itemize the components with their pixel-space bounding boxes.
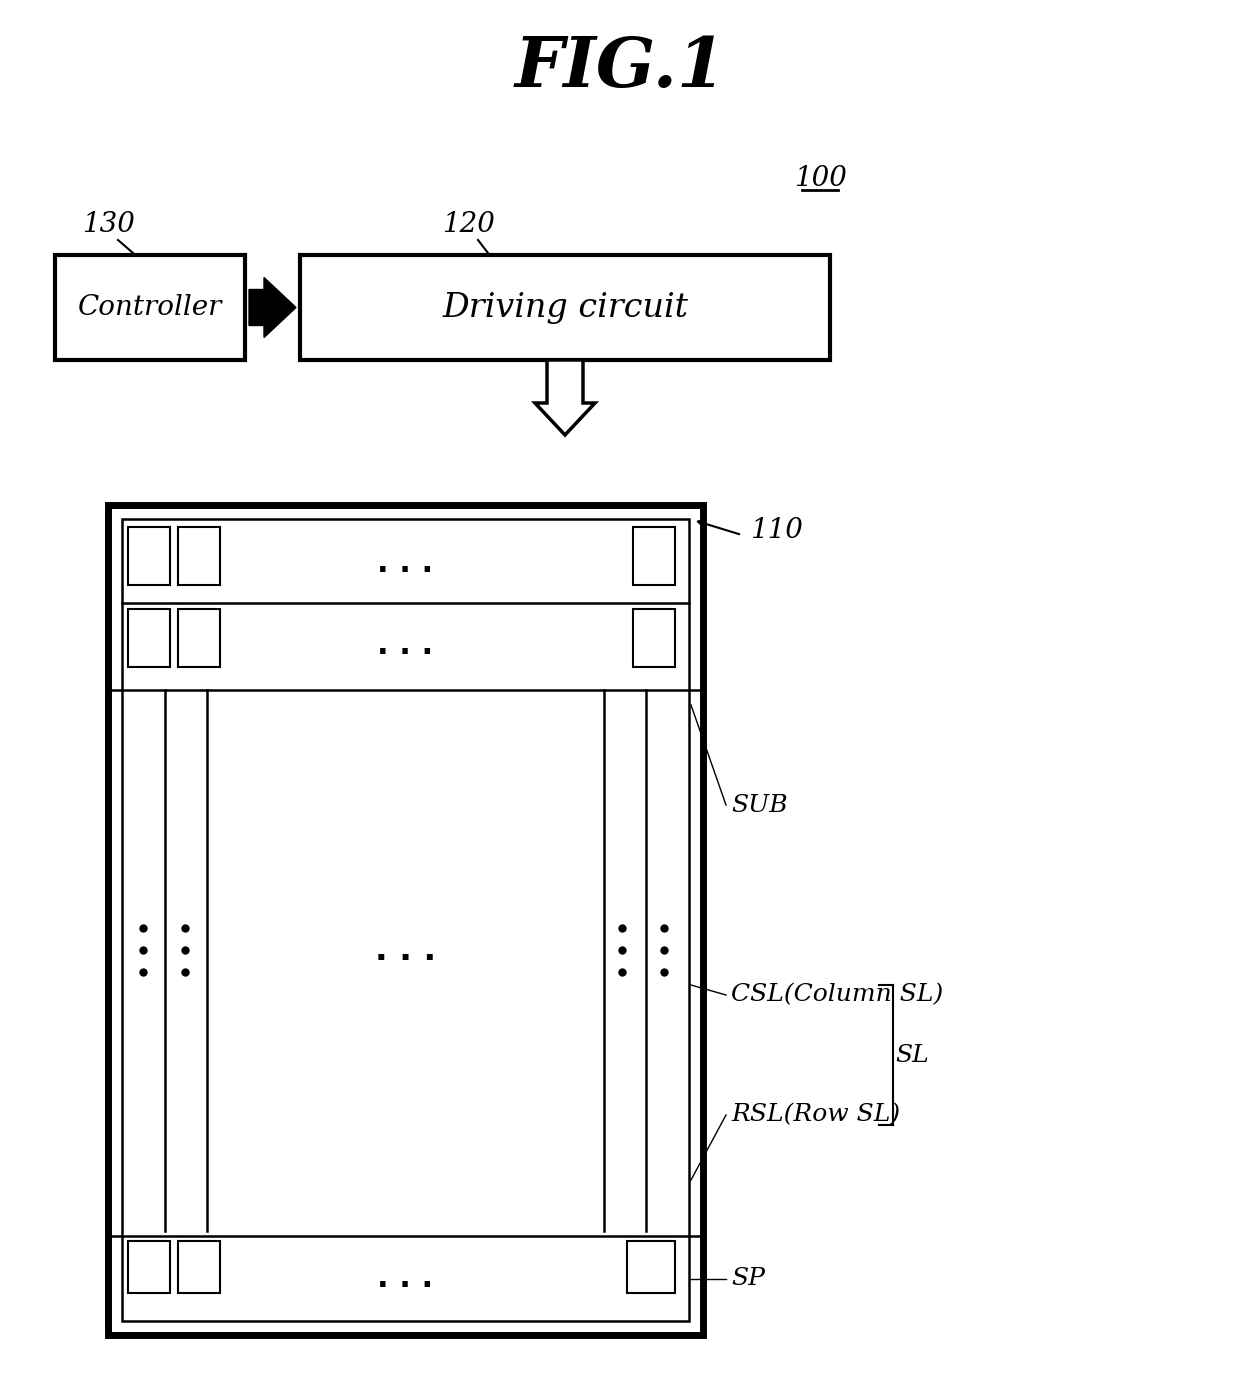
Bar [179, 526, 219, 586]
Text: CSL(Column SL): CSL(Column SL) [732, 984, 944, 1006]
Bar [128, 526, 170, 586]
Bar [108, 504, 703, 1335]
Text: FIG.1: FIG.1 [515, 34, 725, 102]
Bar [179, 1242, 219, 1293]
Bar [179, 609, 219, 667]
Bar [128, 609, 170, 667]
Text: 110: 110 [750, 517, 802, 543]
Bar [627, 1242, 675, 1293]
Text: RSL(Row SL): RSL(Row SL) [732, 1104, 900, 1126]
Text: SL: SL [895, 1043, 929, 1067]
Bar [300, 255, 830, 360]
Polygon shape [534, 360, 595, 435]
Bar [128, 1242, 170, 1293]
Text: Driving circuit: Driving circuit [441, 292, 688, 324]
Bar [55, 255, 246, 360]
Text: . . .: . . . [377, 550, 434, 579]
Bar [632, 609, 675, 667]
Text: 130: 130 [82, 211, 134, 238]
Polygon shape [249, 277, 296, 338]
Text: . . .: . . . [377, 1264, 434, 1293]
Text: 100: 100 [794, 164, 847, 192]
Text: Controller: Controller [78, 294, 222, 321]
Text: . . .: . . . [377, 631, 434, 660]
Bar [632, 526, 675, 586]
Text: . . .: . . . [374, 933, 436, 966]
Text: SUB: SUB [732, 794, 787, 817]
Text: 120: 120 [441, 211, 495, 238]
Text: SP: SP [732, 1266, 765, 1290]
Bar [122, 520, 689, 1322]
